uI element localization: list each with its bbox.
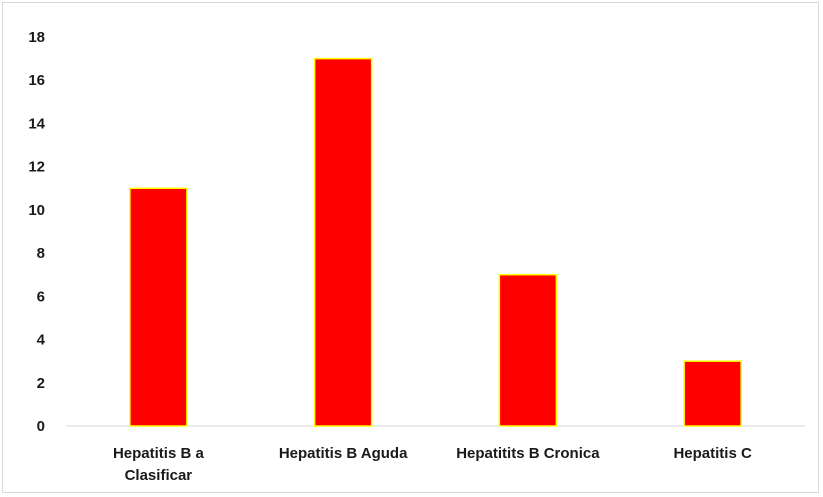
bar-1 xyxy=(313,57,373,427)
y-tick-label-0: 0 xyxy=(37,418,45,435)
y-tick-label-5: 10 xyxy=(28,202,45,219)
y-tick-label-9: 18 xyxy=(28,29,45,46)
x-category-label-3: Hepatitis C xyxy=(673,445,752,462)
bar-0 xyxy=(129,187,188,427)
x-category-label-2: Hepatitits B Cronica xyxy=(456,445,600,462)
bar-3 xyxy=(683,360,742,427)
y-tick-label-3: 6 xyxy=(37,288,45,305)
x-category-label-1: Hepatitis B Aguda xyxy=(279,445,408,462)
y-tick-label-6: 12 xyxy=(28,159,45,176)
x-category-label-0: Hepatitis B a Clasificar xyxy=(113,445,205,484)
y-tick-label-4: 8 xyxy=(37,245,45,262)
y-tick-label-8: 16 xyxy=(28,72,45,89)
y-tick-label-2: 4 xyxy=(37,332,46,349)
bar-2 xyxy=(498,273,558,427)
y-tick-label-7: 14 xyxy=(28,115,45,132)
y-tick-label-1: 2 xyxy=(37,375,45,392)
